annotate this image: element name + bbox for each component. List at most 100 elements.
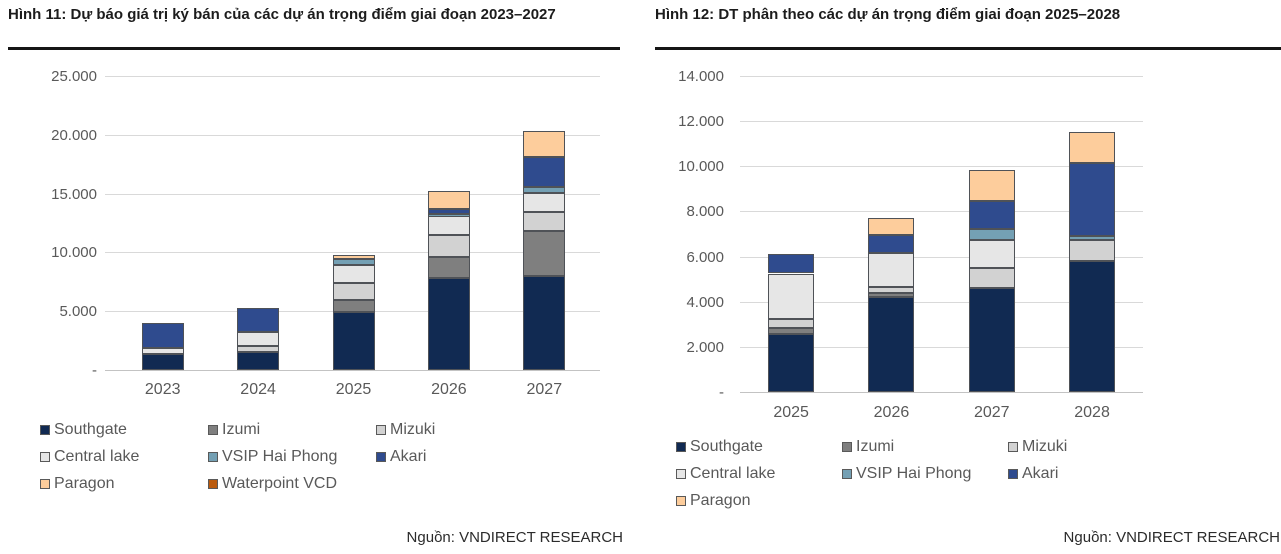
bar-segment	[427, 214, 470, 218]
gridline	[740, 121, 1143, 123]
y-axis-tick-label: 5.000	[59, 303, 97, 321]
figure2-title-rule	[655, 47, 1281, 50]
bar-segment	[1069, 239, 1116, 262]
gridline	[740, 166, 1143, 168]
x-axis-label: 2026	[873, 404, 910, 421]
legend-item: Paragon	[676, 487, 842, 514]
x-axis-label: 2025	[773, 404, 809, 421]
y-axis-tick-label: 10.000	[51, 244, 97, 262]
legend-swatch	[676, 441, 686, 452]
bar-segment	[332, 282, 375, 301]
legend-swatch	[1008, 468, 1018, 479]
legend-item: Akari	[1008, 460, 1174, 487]
figure1-title-rule	[8, 47, 620, 50]
y-axis-tick-label: 4.000	[686, 293, 724, 311]
bar-segment	[523, 157, 566, 188]
legend-swatch	[208, 478, 218, 489]
legend-item: Mizuki	[1008, 433, 1174, 460]
bar-segment	[427, 191, 470, 209]
legend-item: Mizuki	[376, 416, 544, 443]
x-axis-label: 2028	[1074, 404, 1110, 421]
gridline	[105, 252, 600, 254]
legend-swatch	[676, 495, 686, 506]
legend-swatch	[1008, 441, 1018, 452]
bar-segment	[868, 287, 915, 293]
bar-segment	[141, 322, 184, 348]
figure1-title: Hình 11: Dự báo giá trị ký bán của các d…	[8, 6, 556, 23]
figure2-title: Hình 12: DT phân theo các dự án trọng đi…	[655, 6, 1121, 23]
gridline	[105, 76, 600, 77]
legend-item: Southgate	[40, 416, 208, 443]
legend-label: Waterpoint VCD	[222, 474, 337, 492]
y-axis-tick-label: 2.000	[686, 338, 724, 356]
bar-segment	[1069, 132, 1116, 163]
bar-segment	[868, 218, 915, 236]
y-axis-tick-label: 10.000	[678, 158, 724, 176]
bar-segment	[868, 292, 915, 298]
bar-segment	[968, 201, 1015, 230]
legend-label: VSIP Hai Phong	[856, 464, 972, 482]
legend-swatch	[208, 451, 218, 462]
y-axis-tick-label: 8.000	[686, 203, 724, 221]
legend-swatch	[376, 451, 386, 462]
legend-swatch	[208, 424, 218, 435]
bar-segment	[237, 307, 280, 333]
legend-swatch	[40, 451, 50, 462]
gridline	[740, 392, 1143, 393]
y-axis-tick-label: -	[719, 384, 724, 401]
bar-segment	[768, 254, 815, 274]
x-axis-label: 2026	[431, 381, 467, 398]
legend: Southgate Izumi Mizuki Central lake VSIP Hai…	[676, 433, 1174, 514]
legend-item: Izumi	[208, 416, 376, 443]
y-axis-tick-label: 14.000	[678, 68, 724, 85]
legend-label: VSIP Hai Phong	[222, 447, 338, 465]
legend-swatch	[376, 424, 386, 435]
bar-segment	[968, 229, 1015, 240]
legend-item: VSIP Hai Phong	[842, 460, 1008, 487]
bar-segment	[868, 235, 915, 254]
legend-item: VSIP Hai Phong	[208, 443, 376, 470]
figure1-source: Nguồn: VNDIRECT RESEARCH	[406, 529, 623, 546]
bar-segment	[141, 347, 184, 354]
bar-segment	[968, 267, 1015, 289]
legend-item: Akari	[376, 443, 544, 470]
legend-swatch	[40, 478, 50, 489]
legend-label: Izumi	[222, 420, 261, 438]
legend-item: Izumi	[842, 433, 1008, 460]
bar-segment	[332, 259, 375, 265]
bar-segment	[868, 253, 915, 288]
x-axis-label: 2027	[526, 381, 563, 398]
legend-swatch	[842, 468, 852, 479]
gridline	[740, 211, 1143, 213]
gridline	[740, 301, 1143, 303]
legend-label: Izumi	[856, 437, 895, 455]
bar-segment	[332, 311, 375, 370]
bar-segment	[427, 215, 470, 236]
bar-segment	[523, 275, 566, 370]
legend-swatch	[40, 424, 50, 435]
bar-segment	[332, 300, 375, 312]
legend-label: Central lake	[690, 464, 776, 482]
bar-segment	[868, 297, 915, 392]
legend-item: Paragon	[40, 470, 208, 497]
legend-item: Southgate	[676, 433, 842, 460]
bar-segment	[237, 352, 280, 370]
bar-segment	[968, 288, 1015, 392]
bar-segment	[332, 254, 375, 260]
bar-segment	[768, 327, 815, 335]
bar-segment	[427, 278, 470, 370]
gridline	[105, 193, 600, 195]
bar-segment	[523, 231, 566, 276]
y-axis-tick-label: 15.000	[51, 185, 97, 203]
legend-item: Central lake	[676, 460, 842, 487]
bar-segment	[968, 239, 1015, 268]
legend-label: Southgate	[54, 420, 127, 438]
y-axis-tick-label: 6.000	[686, 248, 724, 266]
bar-segment	[1069, 261, 1116, 392]
x-axis-label: 2025	[335, 381, 372, 398]
legend-label: Central lake	[54, 447, 140, 465]
bar-segment	[523, 187, 566, 193]
x-axis-label: 2024	[240, 381, 276, 398]
gridline	[105, 134, 600, 136]
